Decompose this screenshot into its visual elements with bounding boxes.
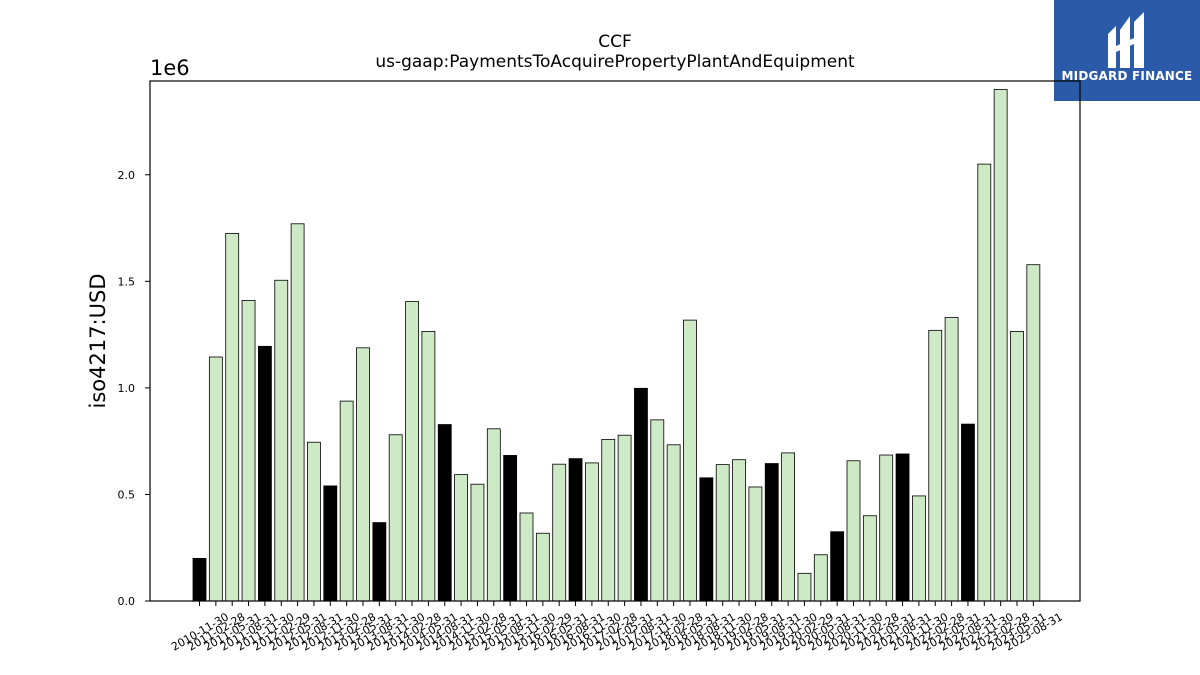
bar xyxy=(405,301,419,602)
bar xyxy=(225,232,240,602)
bar xyxy=(290,223,305,602)
bar xyxy=(666,444,681,602)
midgard-logo-icon xyxy=(1108,12,1144,68)
bar xyxy=(552,463,567,602)
y-tick-label: 0.5 xyxy=(118,488,136,501)
bar xyxy=(503,455,518,602)
bar xyxy=(846,460,861,602)
bar xyxy=(977,163,992,602)
bar xyxy=(1026,264,1041,602)
bar xyxy=(307,441,321,602)
bar xyxy=(912,495,926,602)
bar xyxy=(585,462,599,602)
bar xyxy=(535,532,550,602)
y-tick-label: 1.0 xyxy=(118,382,136,395)
bar xyxy=(486,428,501,602)
logo-text: MIDGARD FINANCE xyxy=(1061,69,1193,83)
bar xyxy=(699,477,714,602)
plot-frame xyxy=(149,80,1081,602)
bar xyxy=(797,572,812,602)
bar xyxy=(961,423,975,602)
bar xyxy=(388,434,403,602)
bar xyxy=(1010,331,1024,602)
y-tick-label: 1.5 xyxy=(118,275,136,288)
bar xyxy=(683,319,697,602)
bar xyxy=(928,329,943,602)
bar xyxy=(617,434,632,602)
bar xyxy=(732,459,746,602)
bar xyxy=(372,522,387,602)
bar xyxy=(470,483,485,602)
chart-title: CCF xyxy=(598,32,632,52)
bar xyxy=(323,485,338,602)
bar xyxy=(208,356,223,602)
bar xyxy=(813,554,828,602)
chart-subtitle: us-gaap:PaymentsToAcquirePropertyPlantAn… xyxy=(375,52,855,72)
bar xyxy=(862,515,877,602)
bar xyxy=(634,387,648,602)
y-axis-scale-label: 1e6 xyxy=(150,56,190,80)
bar xyxy=(519,512,534,602)
logo-badge: MIDGARD FINANCE xyxy=(1054,0,1200,101)
bar xyxy=(601,439,616,602)
bar xyxy=(241,300,256,602)
bar xyxy=(257,345,272,602)
bar xyxy=(192,557,207,602)
bar xyxy=(421,331,436,602)
bar xyxy=(274,279,289,602)
bar xyxy=(715,464,730,602)
bar xyxy=(437,424,452,602)
bar xyxy=(356,347,370,602)
bar xyxy=(781,452,795,602)
bar xyxy=(650,419,665,602)
bar xyxy=(895,453,910,602)
bar xyxy=(748,486,763,602)
bar xyxy=(454,474,469,602)
y-tick-label: 0.0 xyxy=(118,595,136,608)
bar xyxy=(764,463,779,602)
bar xyxy=(993,89,1008,602)
y-tick-label: 2.0 xyxy=(118,169,136,182)
bar xyxy=(944,317,959,602)
bar xyxy=(830,531,845,602)
bar xyxy=(339,400,354,602)
bar xyxy=(568,458,583,602)
bar xyxy=(879,454,894,602)
